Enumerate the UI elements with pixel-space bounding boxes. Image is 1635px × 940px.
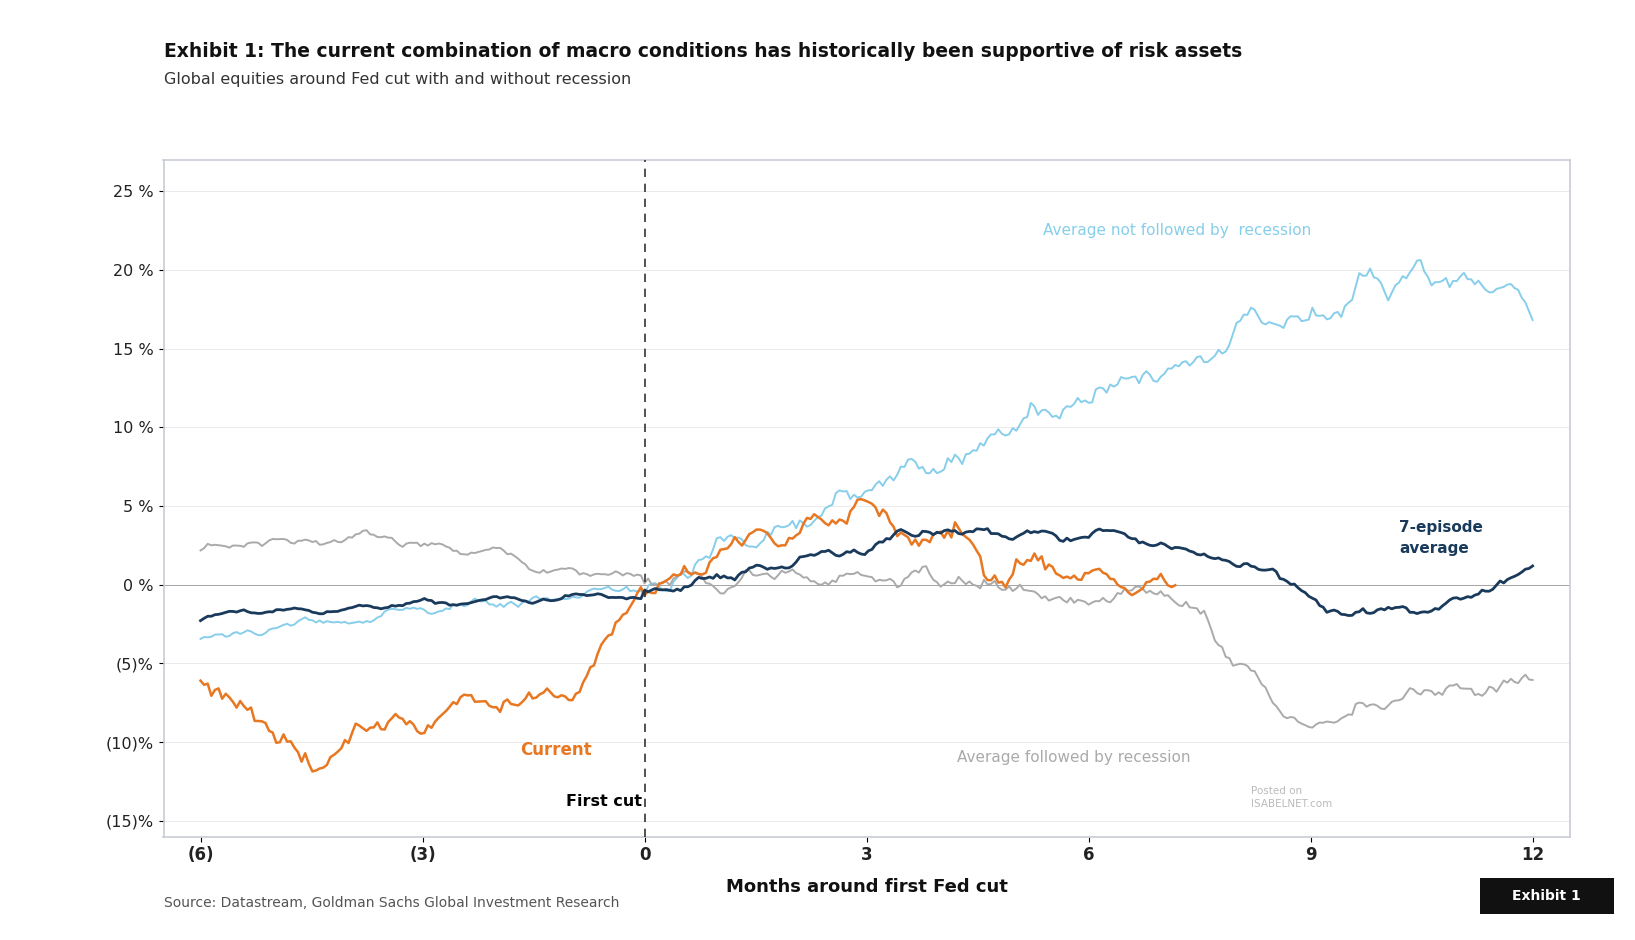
- Text: Current: Current: [520, 741, 592, 759]
- X-axis label: Months around first Fed cut: Months around first Fed cut: [726, 878, 1007, 896]
- Text: Average followed by recession: Average followed by recession: [956, 750, 1190, 765]
- Text: Posted on
ISABELNET.com: Posted on ISABELNET.com: [1251, 786, 1333, 808]
- Text: Exhibit 1: Exhibit 1: [1512, 889, 1581, 902]
- Text: Global equities around Fed cut with and without recession: Global equities around Fed cut with and …: [164, 72, 631, 87]
- Text: 7-episode
average: 7-episode average: [1400, 520, 1483, 556]
- Text: Source: Datastream, Goldman Sachs Global Investment Research: Source: Datastream, Goldman Sachs Global…: [164, 896, 620, 910]
- Text: First cut: First cut: [566, 794, 643, 809]
- Text: Exhibit 1: The current combination of macro conditions has historically been sup: Exhibit 1: The current combination of ma…: [164, 42, 1241, 61]
- Text: Average not followed by  recession: Average not followed by recession: [1043, 223, 1311, 238]
